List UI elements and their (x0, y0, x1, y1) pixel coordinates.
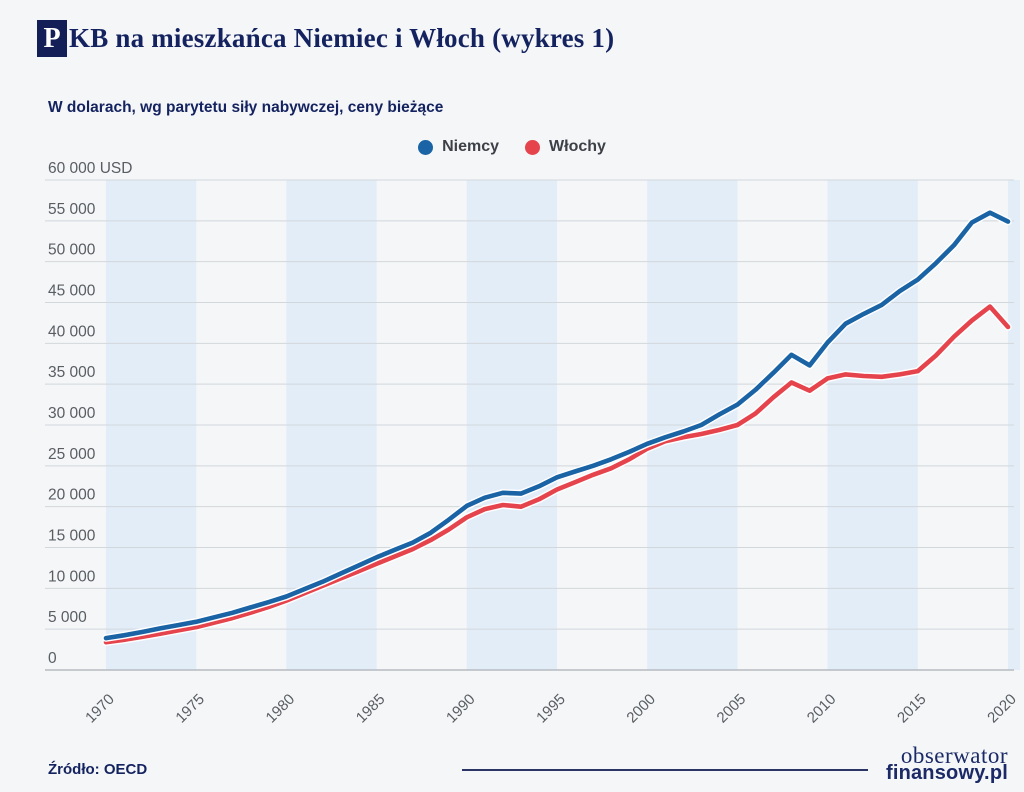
y-axis-label: 15 000 (48, 528, 96, 545)
y-axis-label: 5 000 (48, 609, 87, 626)
page-title: P KB na mieszkańca Niemiec i Włoch (wykr… (37, 20, 614, 57)
y-axis-label: 35 000 (48, 364, 96, 381)
footer-divider (462, 769, 868, 771)
y-axis-label: 0 (48, 650, 57, 667)
legend-dot-niemcy (418, 139, 434, 155)
title-letter-badge: P (37, 20, 67, 57)
x-axis-label: 1975 (172, 691, 208, 727)
x-axis-label: 1995 (533, 691, 569, 727)
y-axis-label: 10 000 (48, 568, 96, 585)
y-axis-label: 60 000 USD (48, 160, 132, 177)
y-axis-label: 50 000 (48, 242, 96, 259)
obserwator-finansowy-logo: obserwator finansowy.pl (886, 744, 1008, 783)
x-axis-label: 1970 (82, 691, 118, 727)
y-axis-label: 55 000 (48, 201, 96, 218)
y-axis-label: 20 000 (48, 487, 96, 504)
source-label: Źródło: OECD (48, 761, 148, 778)
x-axis-label: 2010 (804, 691, 840, 727)
x-axis-label: 1985 (353, 691, 389, 727)
series-line-włochy (103, 304, 1011, 645)
legend-item-wlochy: Włochy (525, 138, 606, 156)
logo-text-top: obserwator (900, 743, 1008, 768)
series-line-niemcy (103, 210, 1011, 641)
x-axis-label: 1990 (443, 691, 479, 727)
x-axis-label: 2015 (894, 691, 930, 727)
y-axis-label: 45 000 (48, 283, 96, 300)
x-axis-label: 1980 (263, 691, 299, 727)
x-axis-label: 2020 (984, 691, 1020, 727)
y-axis-label: 40 000 (48, 323, 96, 340)
title-text: KB na mieszkańca Niemiec i Włoch (wykres… (69, 23, 615, 53)
chart-legend: Niemcy Włochy (0, 138, 1024, 156)
legend-label-wlochy: Włochy (549, 138, 606, 155)
x-axis-label: 2005 (714, 691, 750, 727)
chart-subtitle: W dolarach, wg parytetu siły nabywczej, … (48, 99, 444, 116)
legend-item-niemcy: Niemcy (418, 138, 499, 156)
logo-text-bottom: finansowy.pl (885, 762, 1008, 784)
y-axis-label: 30 000 (48, 405, 96, 422)
legend-dot-wlochy (525, 139, 541, 155)
chart-canvas: 0 5 000 10 000 15 000 20 000 25 000 30 000 35 0… (45, 160, 1020, 727)
y-axis-label: 25 000 (48, 446, 96, 463)
legend-label-niemcy: Niemcy (442, 138, 500, 155)
x-axis-label: 2000 (623, 691, 659, 727)
